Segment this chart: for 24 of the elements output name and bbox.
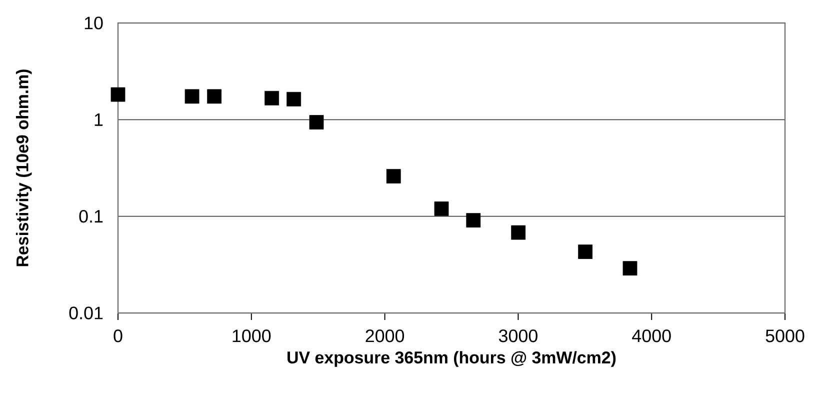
x-tick-label: 3000 — [498, 330, 538, 342]
x-tick-label: 2000 — [366, 330, 404, 342]
x-axis-title: UV exposure 365nm (hours @ 3mW/cm2) — [288, 351, 616, 367]
x-tick-label: 4000 — [632, 330, 671, 342]
point — [264, 90, 280, 106]
y-tick-label: 0.01 — [69, 306, 103, 320]
x-tick-label: 1000 — [232, 330, 271, 342]
point — [207, 89, 222, 104]
point — [286, 92, 302, 106]
x-tick-label: 0 — [114, 330, 122, 342]
point — [309, 115, 324, 130]
y-axis-title: Resistivity (10e9 ohm.m) — [16, 70, 32, 266]
y-tick-label: 1 — [94, 113, 103, 126]
point — [434, 201, 449, 216]
point — [466, 213, 481, 228]
point — [386, 169, 401, 184]
point — [622, 261, 638, 276]
point — [184, 89, 200, 104]
x-tick-label: 5000 — [766, 330, 804, 342]
y-tick-label: 0.1 — [79, 210, 103, 223]
point — [110, 87, 126, 102]
point — [511, 225, 526, 240]
y-tick-label: 10 — [84, 16, 103, 30]
point — [578, 244, 592, 259]
